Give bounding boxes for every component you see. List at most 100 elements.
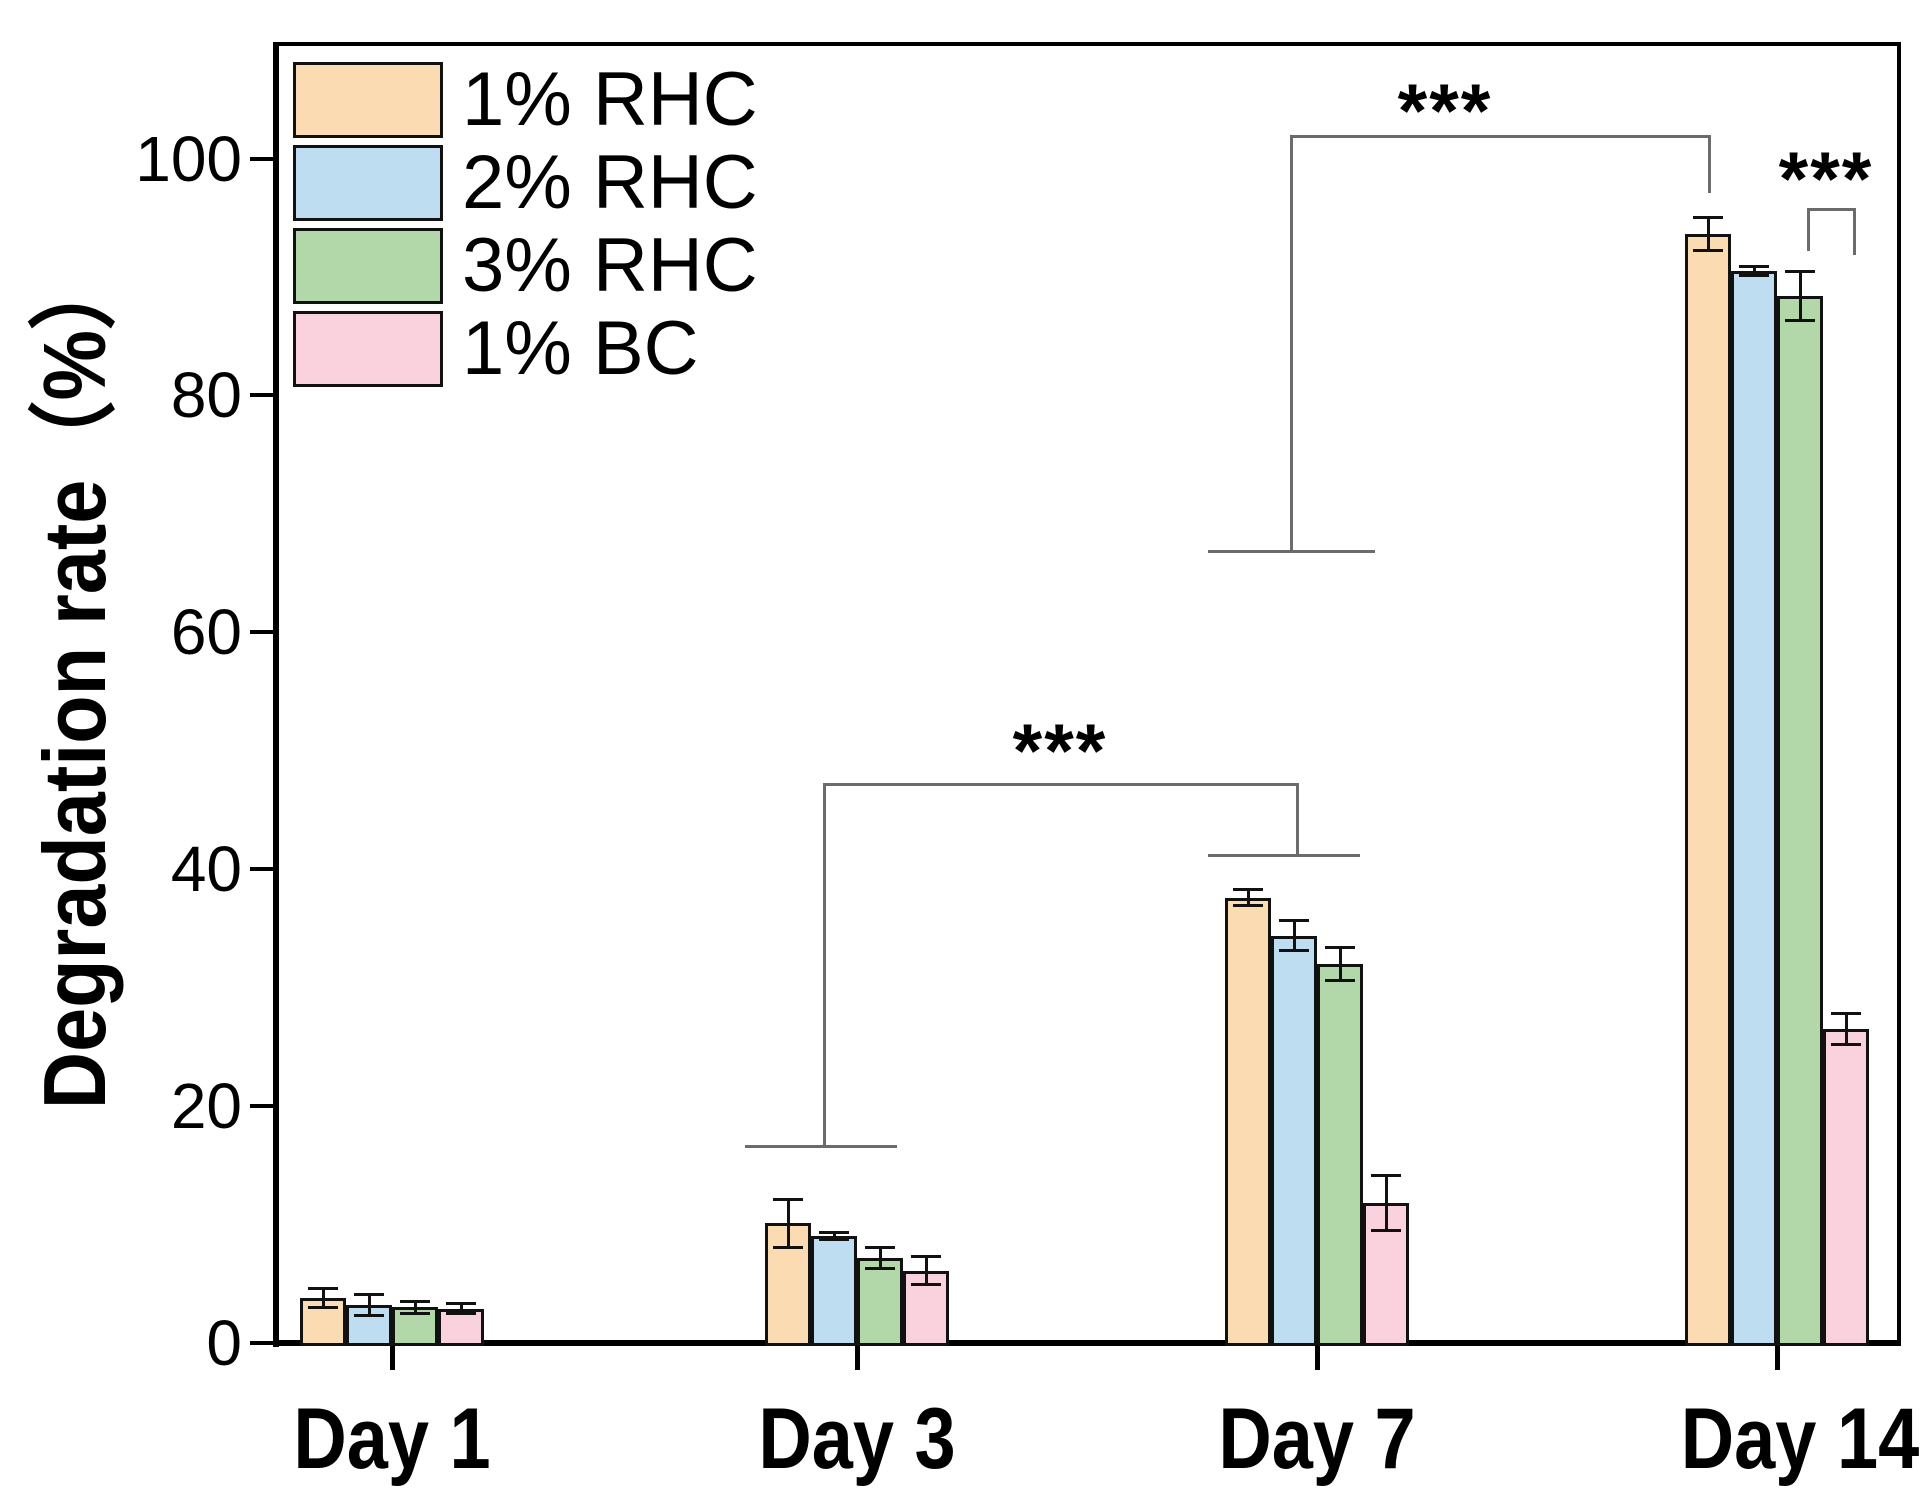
error-bar-cap [1693, 249, 1723, 253]
legend-swatch-2rhc [293, 145, 443, 221]
error-bar [786, 1199, 790, 1248]
y-axis-line [273, 42, 279, 1347]
error-bar-cap [1371, 1228, 1401, 1232]
error-bar-cap [773, 1245, 803, 1249]
error-bar-cap [1785, 319, 1815, 323]
plot-right-border [1897, 42, 1901, 1346]
legend-swatch-1rhc [293, 62, 443, 138]
significance-bracket-line [745, 1145, 897, 1148]
y-tick-label: 100 [135, 122, 242, 195]
error-bar [367, 1294, 371, 1316]
significance-label: *** [1012, 709, 1108, 794]
error-bar [878, 1247, 882, 1269]
error-bar-cap [308, 1287, 338, 1290]
y-tick-label: 40 [170, 833, 242, 906]
error-bar-cap [911, 1283, 941, 1287]
error-bar [1338, 947, 1342, 981]
bar-1bc-day1 [438, 1308, 484, 1346]
error-bar-cap [354, 1292, 384, 1296]
error-bar [459, 1303, 463, 1314]
y-tick-label: 80 [170, 359, 242, 432]
significance-bracket-line [1708, 135, 1711, 193]
significance-label: *** [1778, 137, 1874, 222]
x-category-label: Day 1 [293, 1391, 491, 1487]
error-bar [1706, 217, 1710, 251]
bar-2rhc-day1 [346, 1305, 392, 1346]
significance-bracket-line [1290, 135, 1708, 138]
significance-bracket-line [1807, 208, 1810, 251]
error-bar-cap [1831, 1012, 1861, 1016]
y-tick-mark [250, 1341, 274, 1345]
x-tick-mark [390, 1346, 395, 1370]
error-bar-cap [1739, 274, 1769, 278]
x-axis-line [273, 1340, 1901, 1346]
y-tick-mark [250, 393, 274, 398]
error-bar-cap [1325, 945, 1355, 949]
error-bar [924, 1256, 928, 1285]
error-bar-cap [400, 1300, 430, 1304]
significance-bracket-line [1208, 550, 1375, 553]
error-bar [1292, 920, 1296, 951]
error-bar-cap [1233, 887, 1263, 891]
y-tick-mark [250, 630, 274, 635]
significance-label: *** [1397, 69, 1493, 154]
significance-bracket-line [823, 783, 1296, 786]
error-bar-cap [308, 1305, 338, 1309]
error-bar [1246, 889, 1250, 906]
x-category-label: Day 14 [1680, 1391, 1920, 1487]
error-bar-cap [354, 1314, 384, 1318]
error-bar-cap [1233, 904, 1263, 908]
bar-2rhc-day3 [811, 1236, 857, 1346]
error-bar-cap [1785, 269, 1815, 273]
significance-bracket-line [1290, 135, 1293, 550]
legend-swatch-3rhc [293, 228, 443, 304]
error-bar-cap [819, 1238, 849, 1242]
y-tick-mark [250, 867, 274, 872]
error-bar-cap [819, 1231, 849, 1235]
bar-1rhc-day7 [1225, 897, 1271, 1346]
legend-label: 3% RHC [462, 223, 758, 308]
error-bar-cap [911, 1255, 941, 1259]
significance-bracket-line [823, 783, 826, 1145]
y-tick-label: 20 [170, 1070, 242, 1143]
x-tick-mark [1775, 1346, 1780, 1370]
error-bar [1798, 271, 1802, 321]
y-tick-mark [250, 156, 274, 161]
error-bar-cap [865, 1266, 895, 1270]
bar-2rhc-day7 [1271, 935, 1317, 1346]
bar-1rhc-day14 [1685, 234, 1731, 1346]
error-bar-cap [1831, 1043, 1861, 1046]
bar-3rhc-day3 [857, 1257, 903, 1346]
error-bar [1384, 1175, 1388, 1231]
error-bar [1752, 266, 1756, 276]
y-tick-label: 0 [206, 1307, 242, 1379]
error-bar [321, 1288, 325, 1308]
significance-bracket-line [1208, 854, 1360, 857]
error-bar-cap [1279, 949, 1309, 953]
error-bar-cap [446, 1302, 476, 1306]
bar-2rhc-day14 [1731, 271, 1777, 1346]
legend-label: 1% BC [462, 306, 699, 391]
plot-top-border [273, 42, 1901, 46]
error-bar-cap [1325, 979, 1355, 983]
error-bar-cap [1279, 918, 1309, 922]
bar-3rhc-day7 [1317, 963, 1363, 1346]
error-bar-cap [446, 1311, 476, 1315]
error-bar [413, 1301, 417, 1314]
significance-bracket-line [1807, 208, 1853, 211]
bar-1bc-day14 [1823, 1029, 1869, 1346]
error-bar-cap [1739, 264, 1769, 268]
legend-label: 1% RHC [462, 57, 758, 142]
significance-bracket-line [1296, 783, 1299, 854]
error-bar-cap [773, 1198, 803, 1202]
y-tick-label: 60 [170, 596, 242, 669]
error-bar-cap [400, 1311, 430, 1315]
x-category-label: Day 3 [758, 1391, 956, 1487]
error-bar [832, 1232, 836, 1240]
x-tick-mark [855, 1346, 860, 1370]
x-tick-mark [1315, 1346, 1320, 1370]
legend-swatch-1bc [293, 311, 443, 387]
significance-bracket-line [1853, 208, 1856, 255]
bar-3rhc-day14 [1777, 295, 1823, 1346]
